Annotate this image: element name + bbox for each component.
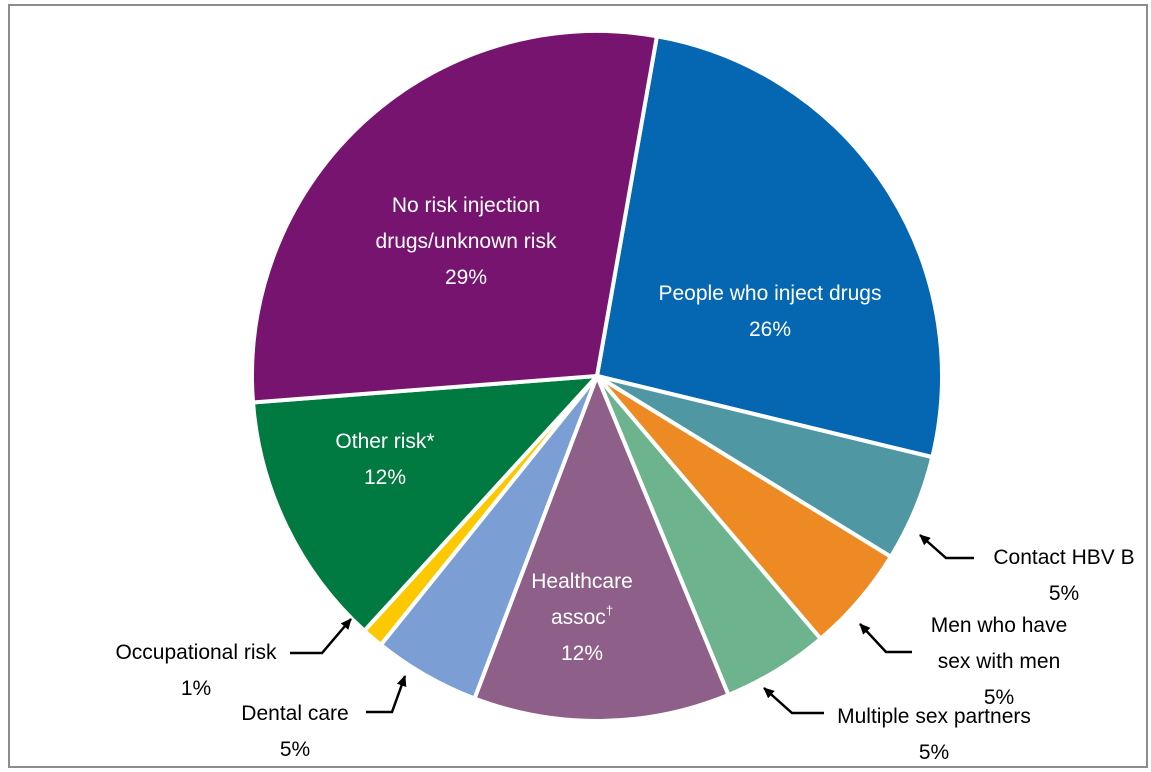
pie-slice-7 <box>251 374 599 633</box>
slice-label-4: Healthcare assoc† 12% <box>531 570 633 665</box>
slice-label-text: drugs/unknown risk <box>376 230 557 253</box>
slice-label-text: Contact HBV B <box>993 546 1134 569</box>
leader-arrow <box>859 623 912 654</box>
slice-value-label: 5% <box>919 741 949 764</box>
leader-arrow <box>366 675 407 714</box>
slice-value-label: 5% <box>280 738 310 761</box>
slice-label-text: Occupational risk <box>115 641 277 664</box>
slice-label-1: Contact HBV B 5% <box>919 534 1135 605</box>
slice-label-text: Other risk* <box>335 430 434 453</box>
slice-label-7: Other risk* 12% <box>335 430 434 489</box>
leader-arrow <box>290 618 352 655</box>
slice-label-text: Healthcare <box>531 570 633 593</box>
slice-label-2: Men who have sex with men 5% <box>859 614 1068 709</box>
slice-label-5: Dental care 5% <box>241 675 407 761</box>
slice-label-8: No risk injection drugs/unknown risk 29% <box>376 194 557 289</box>
pie-slice-0 <box>595 34 944 460</box>
slice-value-label: 26% <box>749 318 791 341</box>
slice-label-text: Dental care <box>241 702 348 725</box>
slice-label-text: No risk injection <box>392 194 540 217</box>
pie-slice-8 <box>250 29 659 405</box>
slice-label-text: sex with men <box>938 650 1061 673</box>
slice-label-text: assoc† <box>551 603 613 629</box>
slice-value-label: 29% <box>445 266 487 289</box>
slice-label-text: People who inject drugs <box>659 282 882 305</box>
pie-slice-4 <box>472 374 731 723</box>
slice-label-0: People who inject drugs 26% <box>659 282 882 341</box>
slice-value-label: 1% <box>181 677 211 700</box>
slice-label-text: Multiple sex partners <box>837 705 1031 728</box>
leader-arrow <box>763 687 824 715</box>
slice-value-label: 5% <box>1049 582 1079 605</box>
slice-value-label: 12% <box>364 466 406 489</box>
slice-label-text: Men who have <box>931 614 1068 637</box>
slice-value-label: 5% <box>984 686 1014 709</box>
leader-arrow <box>919 534 974 560</box>
slice-label-6: Occupational risk 1% <box>115 618 352 700</box>
slice-value-label: 12% <box>561 642 603 665</box>
